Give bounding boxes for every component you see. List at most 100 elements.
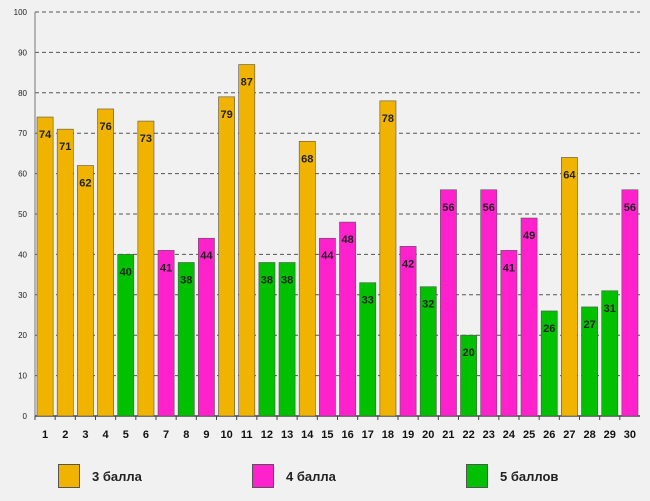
data-label: 79: [220, 109, 232, 121]
y-tick-label: 80: [18, 89, 27, 98]
x-tick-label: 28: [583, 429, 595, 441]
bar: [540, 310, 558, 417]
data-label: 71: [59, 141, 71, 153]
x-tick-label: 9: [203, 429, 209, 441]
bar: [581, 306, 598, 417]
x-tick-label: 22: [462, 429, 474, 441]
data-label: 68: [301, 153, 313, 165]
data-label: 56: [483, 202, 495, 214]
x-tick-label: 27: [563, 429, 575, 441]
data-label: 44: [321, 250, 334, 262]
x-tick-label: 10: [220, 429, 232, 441]
x-tick-label: 4: [103, 429, 110, 441]
x-tick-label: 19: [402, 429, 414, 441]
y-tick-label: 90: [18, 48, 27, 57]
data-label: 78: [382, 113, 394, 125]
x-tick-label: 20: [422, 429, 434, 441]
legend-item-4-balla: 4 балла: [252, 463, 336, 489]
data-label: 44: [200, 250, 213, 262]
bar: [399, 246, 417, 417]
legend-swatch-3-balla: [58, 464, 80, 488]
x-tick-label: 7: [163, 429, 169, 441]
x-tick-label: 18: [382, 429, 394, 441]
data-label: 42: [402, 258, 414, 270]
data-label: 20: [462, 347, 474, 359]
x-tick-label: 24: [503, 429, 516, 441]
data-label: 56: [442, 202, 454, 214]
y-tick-label: 0: [23, 412, 28, 421]
x-tick-label: 23: [483, 429, 495, 441]
data-label: 26: [543, 323, 555, 335]
data-label: 31: [604, 303, 616, 315]
bar: [480, 189, 498, 417]
bar: [157, 250, 175, 417]
legend-label-4-balla: 4 балла: [286, 468, 336, 484]
bar: [520, 217, 538, 417]
x-tick-label: 12: [261, 429, 273, 441]
x-tick-label: 5: [123, 429, 129, 441]
bar: [117, 254, 135, 417]
x-tick-label: 1: [42, 429, 48, 441]
legend-label-3-balla: 3 балла: [92, 468, 142, 484]
x-tick-label: 25: [523, 429, 535, 441]
x-tick-label: 2: [62, 429, 68, 441]
data-label: 33: [362, 295, 374, 307]
legend-label-5-ballov: 5 баллов: [500, 468, 559, 484]
y-tick-label: 50: [18, 210, 27, 219]
legend-swatch-4-balla: [252, 464, 274, 488]
data-label: 38: [281, 274, 293, 286]
bar: [379, 100, 397, 417]
x-tick-label: 3: [82, 429, 88, 441]
data-label: 62: [79, 178, 91, 190]
bar: [419, 286, 437, 417]
data-label: 74: [39, 129, 52, 141]
data-label: 38: [180, 274, 192, 286]
data-label: 76: [99, 121, 111, 133]
x-tick-label: 29: [604, 429, 616, 441]
bar: [77, 165, 94, 417]
data-label: 27: [583, 319, 595, 331]
data-label: 32: [422, 299, 434, 311]
bar: [460, 334, 477, 417]
bar: [218, 96, 235, 417]
data-label: 56: [624, 202, 636, 214]
x-tick-label: 8: [183, 429, 189, 441]
y-tick-label: 40: [18, 250, 27, 259]
bar: [561, 157, 578, 417]
y-tick-label: 60: [18, 170, 27, 179]
data-label: 87: [241, 77, 253, 89]
legend-item-5-ballov: 5 баллов: [466, 463, 558, 489]
x-tick-label: 6: [143, 429, 149, 441]
x-tick-label: 26: [543, 429, 555, 441]
bar: [198, 237, 215, 417]
bar: [238, 64, 256, 417]
x-tick-label: 11: [241, 429, 253, 441]
data-label: 73: [140, 133, 152, 145]
data-label: 64: [563, 169, 576, 181]
x-tick-label: 21: [442, 429, 454, 441]
bar: [137, 120, 155, 417]
bar: [278, 262, 296, 417]
bar: [621, 189, 639, 417]
data-label: 38: [261, 274, 273, 286]
bar: [601, 290, 619, 417]
x-tick-label: 17: [362, 429, 374, 441]
bar: [36, 116, 54, 417]
x-tick-label: 16: [341, 429, 353, 441]
legend-item-3-balla: 3 балла: [58, 463, 142, 489]
data-label: 40: [120, 266, 132, 278]
bar: [56, 128, 74, 417]
bar: [500, 250, 518, 417]
y-tick-label: 10: [18, 372, 27, 381]
bar: [258, 262, 276, 417]
bar: [359, 282, 377, 417]
x-tick-label: 14: [301, 429, 314, 441]
bar: [440, 189, 457, 417]
y-tick-label: 70: [18, 129, 27, 138]
bar: [177, 262, 195, 417]
legend-swatch-5-ballov: [466, 464, 488, 488]
y-tick-label: 100: [14, 8, 28, 17]
bar: [319, 237, 336, 417]
bar: [298, 140, 316, 417]
